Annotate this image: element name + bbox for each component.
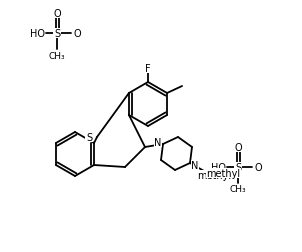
Text: O: O (73, 29, 81, 39)
Text: S: S (86, 133, 92, 142)
Text: CH₃: CH₃ (49, 51, 65, 60)
Text: HO: HO (210, 162, 226, 172)
Text: S: S (54, 29, 60, 39)
Text: O: O (234, 142, 242, 152)
Text: methyl: methyl (197, 170, 231, 180)
Text: HO: HO (30, 29, 44, 39)
Text: O: O (254, 162, 262, 172)
Text: N: N (154, 137, 162, 147)
Text: O: O (53, 9, 61, 19)
Text: methyl: methyl (206, 168, 240, 178)
Text: S: S (235, 162, 241, 172)
Text: CH₃: CH₃ (230, 185, 246, 194)
Text: F: F (145, 64, 151, 74)
Text: N: N (191, 160, 199, 170)
